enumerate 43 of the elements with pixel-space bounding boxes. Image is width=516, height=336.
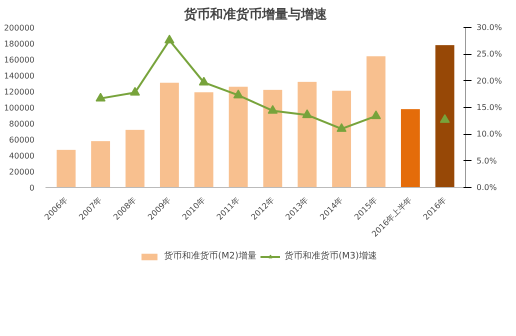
bar [126, 130, 144, 188]
legend-label: 货币和准货币(M3)增速 [284, 250, 378, 262]
bar [435, 45, 454, 188]
point [302, 109, 312, 118]
y-tick-label: 160000 [4, 56, 35, 64]
point [440, 114, 450, 123]
y2-tick-label: 15.0% [476, 103, 502, 112]
y2-tick-label: 10.0% [476, 130, 502, 139]
bar [91, 141, 110, 188]
bar [56, 150, 76, 188]
point [164, 34, 174, 44]
y-tick-label: 100000 [4, 104, 35, 112]
point [370, 110, 381, 120]
y-tick-label: 20000 [9, 168, 35, 176]
y-tick-label: 140000 [4, 72, 35, 80]
point [130, 86, 140, 96]
y2-tick-label: 30.0% [476, 23, 502, 32]
y2-tick-label: 5.0% [476, 156, 498, 166]
y2-tick-label: 0.0% [476, 183, 498, 192]
point [233, 90, 244, 98]
y-tick-label: 80000 [9, 120, 35, 128]
legend-label: 货币和准货币(M2)增量 [164, 250, 256, 262]
bar [194, 92, 214, 188]
y2-tick-label: 20.0% [476, 76, 502, 86]
y-tick-label: 0 [29, 184, 35, 192]
point [268, 105, 278, 114]
y-tick-label: 40000 [9, 152, 35, 160]
bar [298, 82, 317, 188]
bar [263, 90, 282, 188]
y-tick-label: 120000 [4, 88, 35, 96]
y-tick-label: 60000 [9, 136, 35, 144]
bar [160, 82, 179, 188]
bar [366, 56, 386, 188]
y-tick-label: 180000 [4, 40, 35, 48]
y-tick-label: 200000 [4, 24, 35, 32]
bar [228, 86, 248, 188]
y2-tick-label: 25.0% [476, 50, 502, 59]
chart-title: 货币和准货币增量与增速 [183, 6, 328, 22]
bar [332, 90, 352, 188]
point [96, 92, 106, 102]
point [198, 76, 209, 86]
point [336, 123, 347, 132]
bar [400, 109, 420, 188]
